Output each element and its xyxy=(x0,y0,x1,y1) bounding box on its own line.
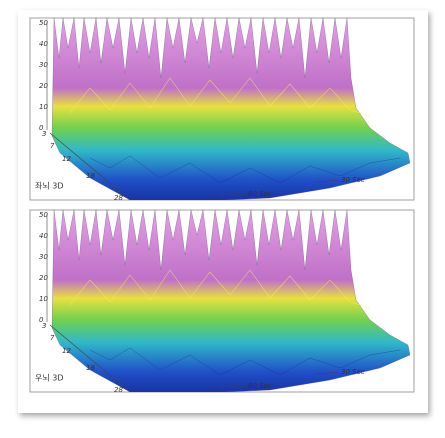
time-tick xyxy=(219,385,246,389)
depth-tick-label: 7 xyxy=(50,334,55,342)
z-tick-label: 40 xyxy=(39,232,48,240)
time-label: 60 Sec xyxy=(248,190,272,198)
time-tick xyxy=(314,179,339,183)
panel-label: 좌뇌 3D xyxy=(35,182,64,191)
z-tick-label: 10 xyxy=(39,103,48,111)
panel: 50 40 30 20 10 0 3 7 12 18 28 우뇌 3D 60 S… xyxy=(29,209,415,394)
depth-tick-label: 18 xyxy=(86,172,95,180)
time-tick xyxy=(219,193,246,197)
depth-tick-label: 3 xyxy=(42,322,46,330)
panel: 50 40 30 20 10 0 3 7 12 18 28 좌뇌 3D 60 S… xyxy=(29,17,415,202)
z-tick-label: 0 xyxy=(39,316,44,324)
depth-tick-label: 12 xyxy=(62,155,71,163)
z-tick-label: 40 xyxy=(39,40,48,48)
time-label: 30 Sec xyxy=(341,368,365,376)
time-tick xyxy=(314,371,339,375)
time-label: 60 Sec xyxy=(248,382,272,390)
depth-axis xyxy=(49,132,131,201)
z-tick-label: 50 xyxy=(39,19,48,27)
depth-tick-label: 3 xyxy=(42,130,46,138)
z-tick-label: 0 xyxy=(39,124,44,132)
panel-label: 우뇌 3D xyxy=(35,374,64,383)
z-tick-label: 10 xyxy=(39,295,48,303)
depth-tick-label: 28 xyxy=(114,386,123,394)
z-tick-label: 20 xyxy=(39,274,48,282)
depth-tick-label: 28 xyxy=(114,194,123,202)
z-tick-label: 30 xyxy=(39,253,48,261)
z-tick-label: 50 xyxy=(39,211,48,219)
z-tick-label: 30 xyxy=(39,61,48,69)
depth-tick-label: 12 xyxy=(62,347,71,355)
depth-tick-label: 18 xyxy=(86,364,95,372)
depth-axis xyxy=(49,324,131,393)
z-tick-label: 20 xyxy=(39,82,48,90)
time-label: 30 Sec xyxy=(341,176,365,184)
depth-tick-label: 7 xyxy=(50,142,55,150)
